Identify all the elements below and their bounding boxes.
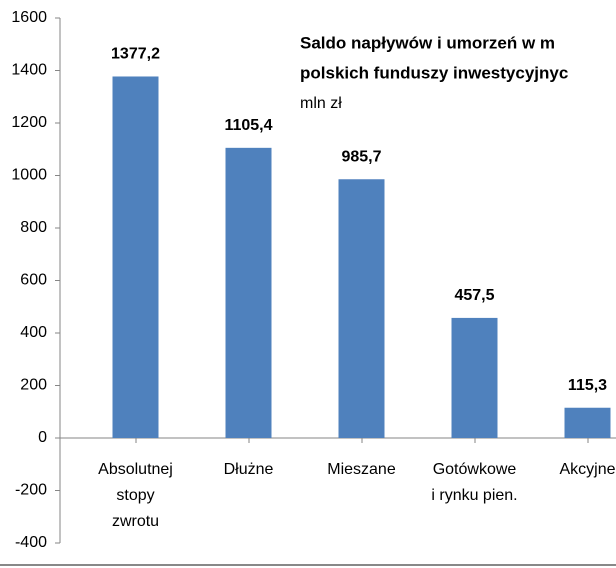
chart-title: polskich funduszy inwestycyjnyc [300, 63, 568, 82]
y-tick-label: 800 [20, 219, 47, 236]
y-tick-label: 200 [20, 377, 47, 394]
y-tick-label: 1600 [11, 9, 47, 26]
bar [564, 407, 611, 438]
x-tick-label: Mieszane [327, 461, 396, 478]
bar [112, 76, 159, 439]
bar [225, 147, 272, 438]
bar [338, 179, 385, 438]
y-tick-label: 1200 [11, 114, 47, 131]
x-tick-label: Gotówkowe i rynku pien. [431, 461, 517, 504]
y-tick-label: 1400 [11, 62, 47, 79]
y-tick-label: -200 [15, 482, 47, 499]
y-tick-label: 0 [38, 429, 47, 446]
bar [451, 317, 498, 438]
value-label: 985,7 [341, 148, 381, 165]
x-tick-label: Dłużne [224, 461, 274, 478]
y-tick-label: 1000 [11, 167, 47, 184]
value-label: 115,3 [568, 377, 607, 394]
x-tick-label: Akcyjne [559, 461, 615, 478]
value-label: 1105,4 [224, 117, 272, 134]
y-tick-label: 400 [20, 324, 47, 341]
chart-title: Saldo napływów i umorzeń w m [300, 33, 555, 52]
value-label: 1377,2 [111, 46, 160, 63]
y-tick-label: 600 [20, 272, 47, 289]
y-tick-label: -400 [15, 534, 47, 551]
value-label: 457,5 [454, 287, 494, 304]
x-tick-label: Absolutnej stopy zwrotu [98, 461, 173, 530]
chart-subtitle: mln zł [300, 95, 342, 112]
